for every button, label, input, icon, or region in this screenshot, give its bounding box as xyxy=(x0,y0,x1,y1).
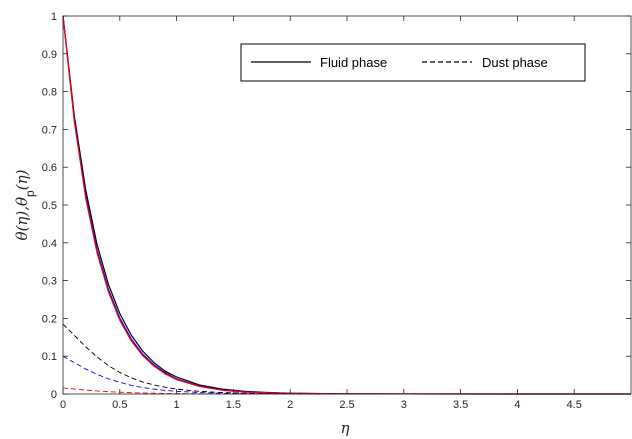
y-axis-label-tail: (η) xyxy=(13,169,31,190)
y-tick-label: 0.5 xyxy=(42,200,57,212)
x-tick-label: 2 xyxy=(287,399,293,411)
tick-layer: 0 0.5 1 1.5 2 2.5 3 3.5 4 4.5 0 0.1 0.2 0.3 0.4 0.5 0.6 0… xyxy=(42,11,631,411)
y-tick-label: 0.2 xyxy=(42,313,57,325)
y-tick-label: 0.7 xyxy=(42,124,57,136)
y-tick-label: 1 xyxy=(51,11,57,23)
series-line-dashed-3 xyxy=(62,323,631,395)
x-tick-label: 3.5 xyxy=(453,399,468,411)
legend-label-dust: Dust phase xyxy=(482,55,548,70)
legend: Fluid phase Dust phase xyxy=(240,43,586,82)
y-tick-label: 0.8 xyxy=(42,87,57,99)
x-tick-label: 4 xyxy=(514,399,520,411)
x-tick-label: 0.5 xyxy=(112,399,127,411)
x-tick-label: 3 xyxy=(401,399,407,411)
y-axis-label-sub: p xyxy=(23,190,37,197)
y-axis-label: θ(η),θp(η) xyxy=(13,169,37,240)
y-tick-label: 0.6 xyxy=(42,162,57,174)
x-tick-label: 0 xyxy=(60,399,66,411)
x-tick-label: 4.5 xyxy=(567,399,582,411)
x-tick-label: 1 xyxy=(174,399,180,411)
y-tick-label: 0.1 xyxy=(42,351,57,363)
x-axis-label: η xyxy=(341,419,350,437)
x-tick-label: 2.5 xyxy=(339,399,354,411)
y-tick-label: 0.9 xyxy=(42,49,57,61)
legend-label-fluid: Fluid phase xyxy=(320,55,387,70)
y-tick-label: 0.3 xyxy=(42,276,57,288)
y-tick-label: 0 xyxy=(51,389,57,401)
x-tick-label: 1.5 xyxy=(226,399,241,411)
y-tick-label: 0.4 xyxy=(42,238,57,250)
y-axis-label-theta: θ(η),θ xyxy=(13,197,31,241)
